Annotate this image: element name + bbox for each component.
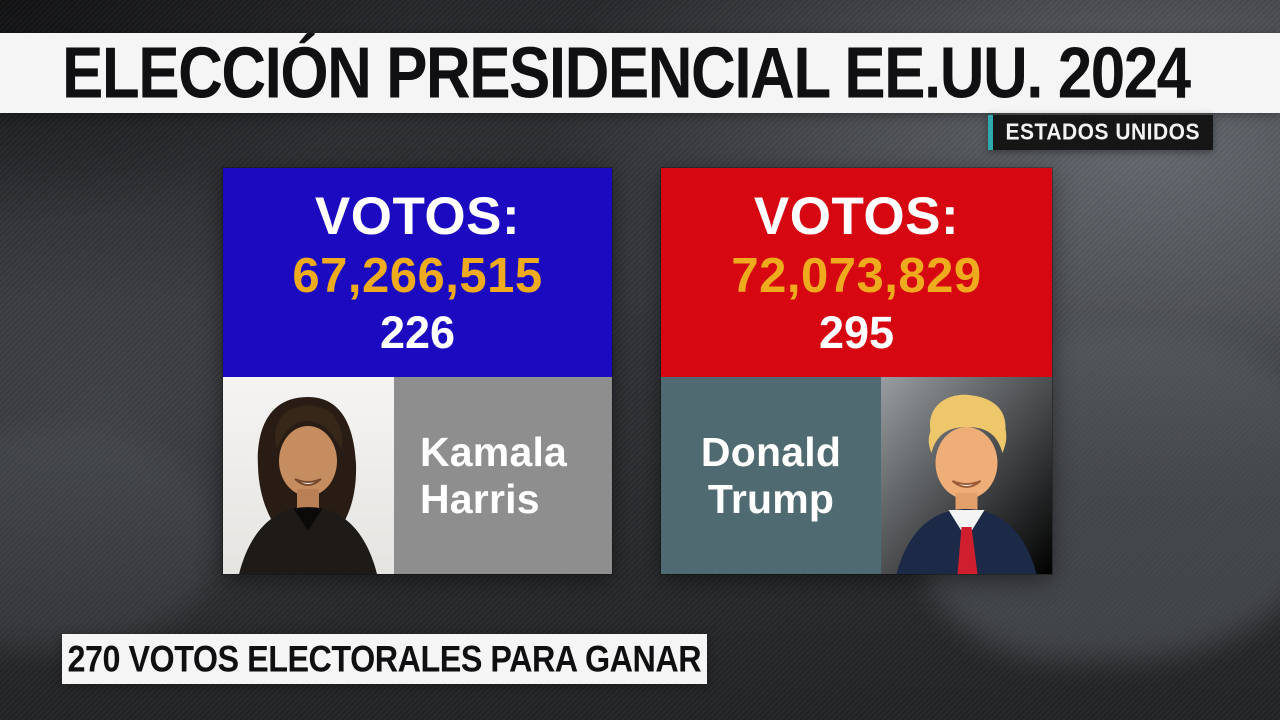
world-map-backdrop-2 [0,430,220,650]
trump-popular-votes: 72,073,829 [731,249,982,303]
trump-electoral-votes: 295 [818,307,895,358]
harris-name-box: Kamala Harris [394,377,612,574]
trump-name-box: Donald Trump [661,377,881,574]
harris-votes-panel: VOTOS: 67,266,515 226 [223,168,612,377]
page-title: ELECCIÓN PRESIDENCIAL EE.UU. 2024 [62,32,1191,114]
footer-banner: 270 VOTOS ELECTORALES PARA GANAR [62,634,707,684]
harris-popular-votes: 67,266,515 [292,249,543,303]
location-badge-label: ESTADOS UNIDOS [1005,119,1200,145]
location-badge: ESTADOS UNIDOS [987,115,1213,150]
candidate-card-trump: VOTOS: 72,073,829 295 Donald Trump [661,168,1052,574]
trump-first-name: Donald [700,428,842,475]
trump-lower-panel: Donald Trump [661,377,1052,574]
harris-first-name: Kamala [420,428,568,475]
harris-votes-label: VOTOS: [314,187,521,246]
trump-votes-label: VOTOS: [753,187,960,246]
harris-last-name: Harris [420,475,540,522]
electoral-threshold-note: 270 VOTOS ELECTORALES PARA GANAR [67,637,702,680]
title-banner: ELECCIÓN PRESIDENCIAL EE.UU. 2024 [0,33,1280,113]
kamala-harris-photo [223,377,394,574]
harris-lower-panel: Kamala Harris [223,377,612,574]
candidate-card-harris: VOTOS: 67,266,515 226 [223,168,612,574]
harris-electoral-votes: 226 [379,307,456,358]
donald-trump-photo [881,377,1052,574]
trump-last-name: Trump [707,475,835,522]
trump-votes-panel: VOTOS: 72,073,829 295 [661,168,1052,377]
